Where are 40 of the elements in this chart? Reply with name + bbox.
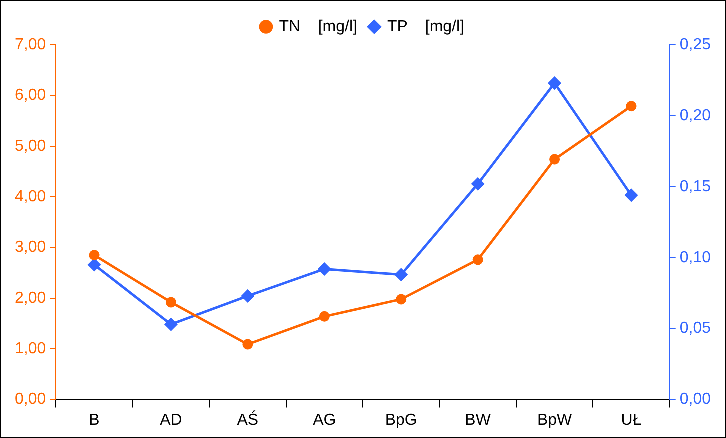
y-tick-label: 5,00 <box>15 138 46 155</box>
y2-tick-label: 0,10 <box>680 249 712 266</box>
x-tick-label: UŁ <box>621 412 642 429</box>
point <box>626 101 637 112</box>
y2-tick-label: 0,20 <box>680 107 712 124</box>
y2-tick-label: 0,25 <box>680 36 712 54</box>
point <box>319 311 330 322</box>
y-tick-label: 6,00 <box>15 87 46 104</box>
point <box>396 294 407 305</box>
y-tick-label: 7,00 <box>15 36 46 54</box>
point <box>242 290 254 302</box>
point <box>550 154 560 165</box>
point <box>548 77 562 90</box>
point <box>164 318 178 331</box>
x-tick-label: B <box>89 412 100 429</box>
x-tick-label: BpG <box>385 412 418 429</box>
y-tick-label: 4,00 <box>15 188 46 206</box>
y-tick-label: 2,00 <box>15 290 46 307</box>
point <box>318 262 331 276</box>
point <box>625 189 638 202</box>
x-tick-label: BpW <box>537 412 574 429</box>
y-tick-label: 1,00 <box>15 340 46 358</box>
y-tick-label: 3,00 <box>15 239 46 256</box>
y2-tick-label: 0,00 <box>680 391 712 408</box>
point <box>89 250 100 261</box>
point <box>88 258 101 272</box>
y-tick-label: 0,00 <box>15 391 46 408</box>
legend-label: TN [mg/l] <box>279 18 358 36</box>
point <box>472 254 484 266</box>
x-tick-label: AŚ <box>237 410 259 429</box>
y2-tick-label: 0,05 <box>680 320 712 338</box>
point <box>242 339 254 350</box>
x-tick-label: BW <box>465 412 492 429</box>
point <box>166 297 176 308</box>
x-tick-label: AD <box>160 412 182 429</box>
legend-label: TP [mg/l] <box>387 18 465 36</box>
x-tick-label: AG <box>313 412 336 429</box>
y2-tick-label: 0,15 <box>680 178 712 196</box>
point <box>395 268 408 282</box>
point <box>472 178 484 190</box>
